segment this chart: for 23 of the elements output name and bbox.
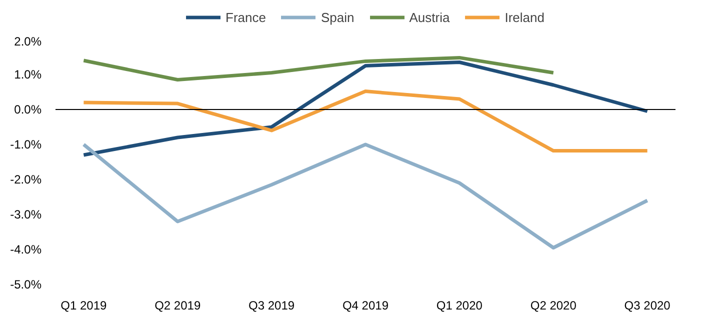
x-tick-label: Q3 2020 [624, 298, 671, 312]
y-tick-label: -2.0% [10, 172, 42, 186]
x-tick-label: Q1 2020 [436, 298, 483, 312]
line-series [82, 60, 650, 157]
y-tick-label: -1.0% [10, 138, 42, 152]
x-tick-label: Q2 2020 [530, 298, 577, 312]
y-tick-label: 2.0% [14, 34, 42, 48]
y-tick-label: -3.0% [10, 208, 42, 222]
legend-label: France [226, 10, 266, 24]
y-tick-label: -5.0% [10, 278, 42, 292]
legend-label: Austria [409, 10, 450, 24]
x-tick-label: Q1 2019 [60, 298, 108, 312]
x-tick-label: Q2 2019 [154, 298, 201, 312]
legend-label: Ireland [504, 10, 544, 24]
x-tick-label: Q3 2019 [248, 298, 295, 312]
line-series [82, 56, 556, 82]
legend-label: Spain [321, 10, 354, 24]
x-tick-label: Q4 2019 [342, 298, 389, 312]
line-series [82, 142, 650, 250]
line-series [82, 90, 650, 153]
y-tick-label: 1.0% [14, 68, 42, 82]
y-tick-label: -4.0% [10, 242, 42, 256]
y-tick-label: 0.0% [14, 102, 42, 116]
